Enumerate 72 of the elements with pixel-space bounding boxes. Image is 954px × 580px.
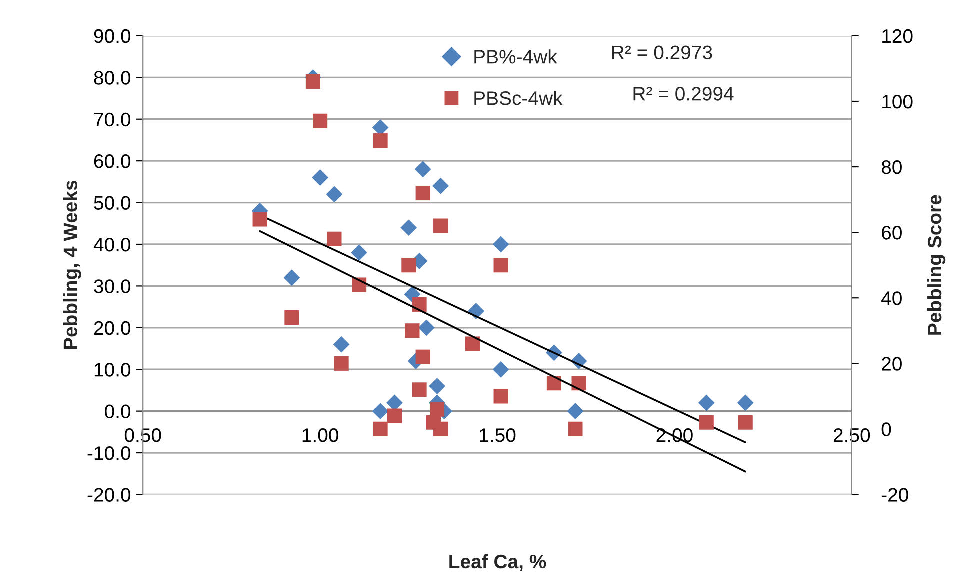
y-tick-label: 40.0: [94, 238, 131, 252]
x-tick-label: 0.50: [124, 428, 162, 442]
point: [492, 236, 510, 253]
y-tick-label: -20.0: [88, 488, 131, 502]
x-tick-label: 1.00: [302, 428, 338, 442]
point: [698, 394, 715, 412]
legend-label: PBSc-4wk: [474, 91, 563, 106]
point: [465, 336, 480, 352]
point: [699, 415, 714, 430]
x-axis-title: Leaf Ca, %: [450, 554, 546, 572]
annotation: R² = 0.2973: [612, 46, 712, 60]
y-tick-label: 90.0: [94, 29, 131, 44]
point: [327, 232, 342, 246]
point: [351, 244, 368, 262]
point: [430, 402, 445, 417]
point: [402, 258, 416, 273]
point: [416, 350, 430, 364]
point: [434, 422, 448, 436]
y2-tick-label: -20: [882, 488, 908, 502]
y-tick-label: 50.0: [94, 196, 131, 210]
point: [373, 422, 388, 436]
point: [333, 336, 350, 353]
x-tick-label: 1.50: [480, 428, 516, 442]
point: [387, 408, 402, 424]
y-tick-label: 10.0: [94, 363, 131, 377]
point: [432, 178, 450, 194]
y-tick-label: 60.0: [94, 154, 131, 168]
point: [405, 324, 420, 338]
point: [326, 186, 343, 203]
annotation: R² = 0.2994: [634, 87, 734, 101]
point: [252, 212, 268, 227]
point: [568, 422, 583, 436]
y-tick-label: 0.0: [105, 404, 131, 419]
y2-tick-label: 80: [882, 160, 902, 174]
y2-tick-label: 60: [882, 226, 902, 240]
point: [284, 310, 300, 326]
point: [546, 376, 562, 391]
point: [372, 120, 389, 136]
y2-tick-label: 0: [882, 422, 892, 436]
point: [414, 161, 432, 178]
point: [416, 186, 430, 201]
legend-label: PB%-4wk: [474, 50, 558, 64]
point: [412, 382, 427, 398]
y2-tick-label: 120: [882, 29, 913, 44]
y2-tick-label: 40: [882, 292, 902, 306]
point: [313, 114, 328, 128]
point: [494, 258, 508, 273]
point: [494, 389, 508, 404]
point: [372, 403, 389, 420]
y2-tick-label: 20: [882, 357, 902, 371]
point: [400, 220, 418, 236]
point: [418, 320, 435, 336]
y-tick-label: 80.0: [94, 71, 131, 85]
y-tick-label: -10.0: [88, 446, 131, 460]
point: [434, 218, 448, 234]
point: [373, 134, 388, 148]
point: [429, 378, 446, 395]
y2-tick-label: 100: [882, 94, 913, 109]
y-tick-label: 70.0: [94, 112, 131, 127]
y-tick-label: 20.0: [94, 321, 131, 336]
point: [306, 74, 320, 90]
point: [567, 403, 584, 420]
point: [737, 394, 754, 412]
point: [492, 361, 510, 378]
point: [312, 170, 329, 186]
point: [738, 415, 753, 430]
y-axis-title: Pebbling, 4 Weeks: [63, 180, 82, 350]
y2-axis-title: Pebbling Score: [927, 195, 946, 335]
point: [334, 356, 349, 371]
point: [284, 270, 300, 286]
y-tick-label: 30.0: [94, 280, 131, 294]
point: [572, 376, 586, 391]
